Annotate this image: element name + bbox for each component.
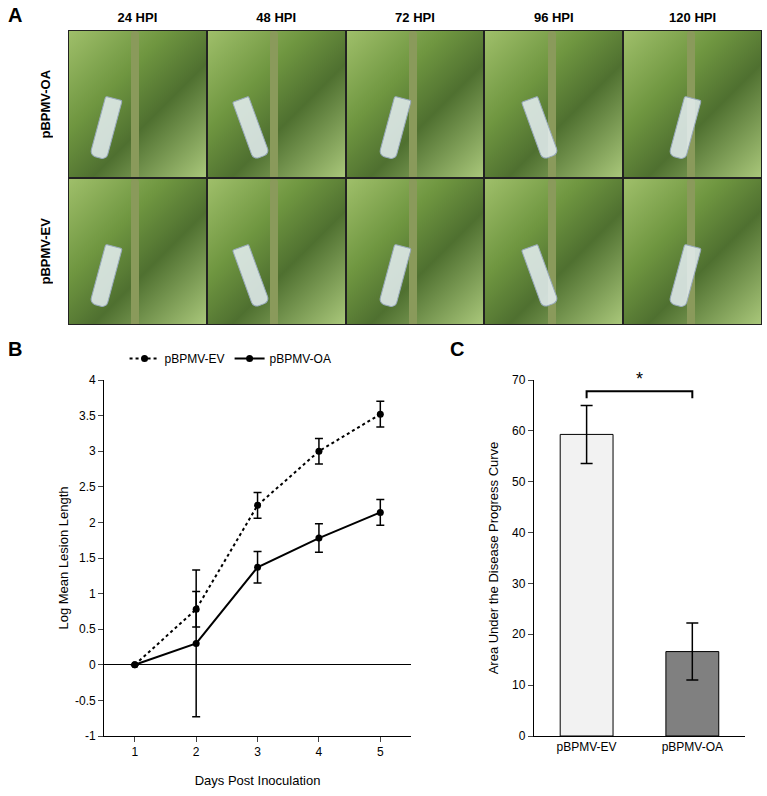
- svg-text:pBPMV-OA: pBPMV-OA: [662, 740, 723, 754]
- svg-text:50: 50: [512, 475, 526, 489]
- svg-text:40: 40: [512, 526, 526, 540]
- html-text:48 HPI: 48 HPI: [256, 10, 297, 25]
- svg-text:1: 1: [89, 587, 96, 601]
- svg-text:3: 3: [254, 745, 261, 759]
- svg-text:2.5: 2.5: [79, 480, 96, 494]
- svg-text:20: 20: [512, 627, 526, 641]
- svg-text:70: 70: [512, 373, 526, 387]
- html-text:pBPMV-OA: pBPMV-OA: [38, 69, 53, 139]
- svg-text:60: 60: [512, 424, 526, 438]
- svg-text:3: 3: [89, 444, 96, 458]
- svg-text:5: 5: [377, 745, 384, 759]
- svg-text:pBPMV-EV: pBPMV-EV: [165, 352, 225, 366]
- svg-text:10: 10: [512, 678, 526, 692]
- svg-text:2: 2: [193, 745, 200, 759]
- html-text:C: C: [450, 338, 465, 360]
- html-text:96 HPI: 96 HPI: [533, 10, 574, 25]
- svg-text:4: 4: [316, 745, 323, 759]
- svg-text:Area Under the Disease Progres: Area Under the Disease Progress Curve: [486, 442, 501, 675]
- html-text:24 HPI: 24 HPI: [117, 10, 158, 25]
- html-text:A: A: [8, 4, 23, 26]
- svg-text:pBPMV-EV: pBPMV-EV: [557, 740, 617, 754]
- svg-text:0.5: 0.5: [79, 622, 96, 636]
- svg-text:-0.5: -0.5: [75, 694, 96, 708]
- svg-text:-1: -1: [85, 729, 96, 743]
- html-text:pBPMV-EV: pBPMV-EV: [38, 218, 53, 285]
- svg-text:0: 0: [519, 729, 526, 743]
- svg-text:*: *: [636, 369, 643, 389]
- html-text:B: B: [8, 338, 23, 360]
- svg-text:3.5: 3.5: [79, 409, 96, 423]
- svg-text:1.5: 1.5: [79, 551, 96, 565]
- svg-text:30: 30: [512, 577, 526, 591]
- svg-text:4: 4: [89, 373, 96, 387]
- svg-text:2: 2: [89, 516, 96, 530]
- svg-text:pBPMV-OA: pBPMV-OA: [270, 352, 331, 366]
- svg-text:Log Mean Lesion Length: Log Mean Lesion Length: [56, 486, 71, 629]
- svg-text:Days Post Inoculation: Days Post Inoculation: [195, 773, 321, 788]
- html-text:72 HPI: 72 HPI: [395, 10, 435, 25]
- svg-text:0: 0: [89, 658, 96, 672]
- html-text:120 HPI: 120 HPI: [669, 10, 717, 25]
- svg-text:1: 1: [131, 745, 138, 759]
